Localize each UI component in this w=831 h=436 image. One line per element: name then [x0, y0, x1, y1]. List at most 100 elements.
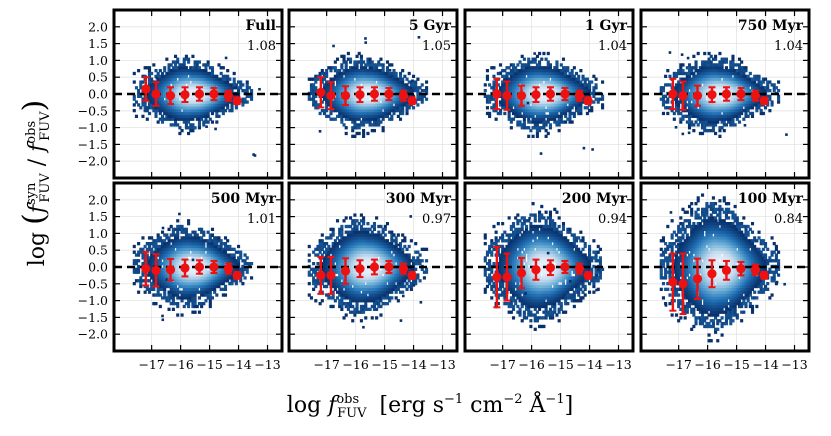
y-tick-label: −1.5	[78, 310, 108, 325]
density-cell-outlier	[205, 125, 208, 128]
density-cell	[592, 89, 595, 92]
y-tick-label: 0.0	[88, 87, 108, 102]
density-cell-outlier	[214, 128, 217, 131]
density-cell	[187, 132, 190, 135]
median-marker	[151, 89, 160, 98]
density-cell	[250, 276, 253, 279]
density-cell	[325, 242, 328, 245]
density-cell	[586, 78, 589, 81]
density-cell	[349, 285, 352, 288]
density-cell	[568, 109, 571, 112]
density-cell	[492, 86, 495, 89]
density-cell	[165, 58, 168, 61]
density-cell	[401, 112, 404, 115]
density-cell	[209, 302, 212, 305]
density-cell	[484, 83, 487, 86]
density-cell	[213, 291, 216, 294]
density-cell	[133, 282, 136, 285]
density-cell	[534, 58, 537, 61]
density-cell	[250, 262, 253, 265]
density-cell	[725, 60, 728, 63]
density-cell	[334, 118, 337, 121]
panel-ratio: 1.08	[247, 39, 276, 54]
density-cell	[688, 75, 691, 78]
density-cell	[176, 236, 179, 239]
density-cell	[773, 89, 776, 92]
density-cell	[697, 52, 700, 55]
density-cell	[174, 120, 177, 123]
density-cell	[571, 120, 574, 123]
density-cell	[178, 100, 181, 103]
density-cell	[224, 293, 227, 296]
density-cell	[579, 69, 582, 72]
density-cell	[137, 291, 140, 294]
density-cell	[747, 75, 750, 78]
density-cell	[211, 66, 214, 69]
density-cell	[161, 120, 164, 123]
y-tick-label: 0.0	[88, 260, 108, 275]
density-cell	[148, 112, 151, 115]
density-cell	[540, 80, 543, 83]
density-cell	[172, 299, 175, 302]
density-cell	[308, 245, 311, 248]
density-cell	[211, 72, 214, 75]
density-cell	[224, 242, 227, 245]
density-cell	[362, 123, 365, 126]
panel-ratio: 1.01	[247, 212, 276, 227]
density-cell	[133, 98, 136, 101]
density-cell	[405, 109, 408, 112]
density-cell	[718, 98, 721, 101]
density-cell	[388, 112, 391, 115]
density-cell	[207, 112, 210, 115]
density-cell	[510, 126, 513, 129]
density-cell	[564, 103, 567, 106]
density-cell	[148, 66, 151, 69]
density-cell	[747, 86, 750, 89]
density-cell	[664, 75, 667, 78]
density-cell	[308, 259, 311, 262]
density-cell-outlier	[258, 88, 261, 91]
density-cell	[353, 120, 356, 123]
density-cell	[392, 112, 395, 115]
density-cell-outlier	[364, 41, 367, 44]
density-cell	[419, 86, 422, 89]
x-tick-label: −17	[138, 357, 164, 372]
density-cell	[405, 112, 408, 115]
y-tick-label: 1.0	[88, 53, 108, 68]
density-cell	[718, 78, 721, 81]
median-marker	[370, 89, 379, 98]
density-cell	[731, 58, 734, 61]
density-cell	[744, 69, 747, 72]
density-cell	[334, 66, 337, 69]
density-cell	[329, 112, 332, 115]
density-cell	[202, 251, 205, 254]
density-cell	[560, 115, 563, 118]
density-cell	[760, 109, 763, 112]
density-cell	[362, 135, 365, 138]
density-cell	[226, 239, 229, 242]
median-marker	[492, 89, 501, 98]
median-marker	[341, 91, 350, 100]
density-cell	[362, 60, 365, 63]
density-cell	[308, 282, 311, 285]
median-marker	[209, 262, 218, 271]
density-cell	[768, 95, 771, 98]
density-cell	[536, 135, 539, 138]
density-cell	[174, 78, 177, 81]
density-cell-outlier	[192, 259, 195, 262]
density-cell	[204, 118, 207, 121]
density-cell	[579, 103, 582, 106]
density-cell	[187, 58, 190, 61]
density-cell	[664, 95, 667, 98]
density-cell	[345, 132, 348, 135]
density-cell	[549, 126, 552, 129]
density-cell-outlier	[499, 71, 502, 74]
density-cell	[503, 69, 506, 72]
x-tick-label: −13	[254, 357, 280, 372]
density-cell	[738, 63, 741, 66]
density-cell	[202, 123, 205, 126]
density-cell	[165, 233, 168, 236]
density-cell	[499, 112, 502, 115]
